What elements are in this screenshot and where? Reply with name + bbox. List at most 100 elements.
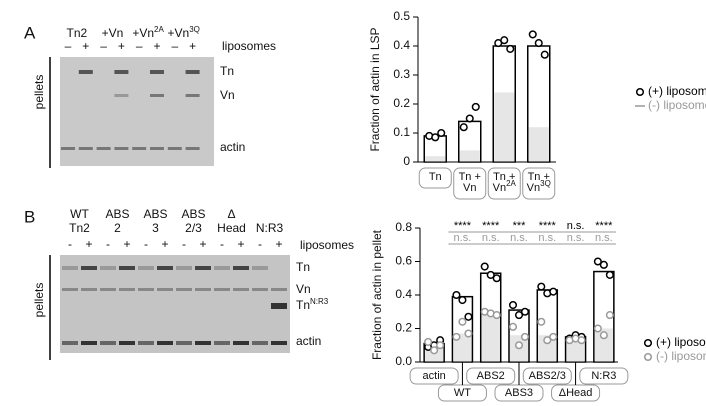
category-box (409, 367, 459, 385)
lane-sign: – (100, 39, 107, 53)
text-part: Tn2 (67, 26, 88, 40)
gel-band (157, 341, 173, 345)
x-tick-label: Tn + (493, 171, 515, 183)
gel-band (185, 147, 200, 150)
gel-band (81, 341, 97, 345)
band-label: TnN:R3 (296, 297, 329, 313)
lane-label: Tn2 (67, 26, 88, 40)
x-tick-label: ΔHead (559, 387, 593, 399)
y-axis-label: Fraction of actin in pellet (370, 229, 384, 360)
lane-label: ABS (105, 207, 129, 221)
lane-label: ABS (181, 207, 205, 221)
category-box (466, 367, 516, 385)
data-point (500, 36, 509, 45)
data-point (528, 30, 537, 39)
x-tick-label: N:R3 (591, 370, 616, 382)
gel-band (233, 288, 249, 291)
legend-marker (635, 87, 645, 97)
y-tick-label: 0.8 (395, 220, 412, 234)
data-point (452, 290, 461, 300)
data-point (605, 270, 614, 279)
gel-band (81, 288, 97, 291)
significance-label: n.s. (482, 232, 500, 244)
text-part: 2A (506, 179, 516, 188)
gel-band (100, 266, 116, 270)
significance-label: **** (595, 220, 613, 232)
gel-band (132, 147, 147, 150)
significance-label: **** (539, 220, 557, 232)
significance-label: **** (454, 220, 472, 232)
gel-band (252, 288, 268, 291)
lane-sign: - (106, 237, 110, 251)
gel-band (81, 266, 97, 270)
band-label: actin (220, 140, 245, 154)
text-part: Vn (296, 282, 311, 296)
lane-sign: – (65, 39, 72, 53)
data-point (549, 287, 558, 296)
data-point (424, 337, 433, 346)
significance-label: n.s. (595, 232, 613, 244)
data-point (492, 311, 501, 320)
data-point (464, 329, 473, 338)
x-tick-label: Tn (429, 171, 442, 183)
lane-sign: - (258, 237, 262, 251)
lane-label: +Vn2A (132, 25, 164, 41)
gel-band (114, 94, 129, 97)
gel-band (138, 341, 154, 345)
lane-sign: - (68, 237, 72, 251)
panel-label: A (24, 23, 36, 42)
text-part: 3Q (189, 25, 200, 34)
category-box (522, 167, 556, 200)
x-tick-label: ABS2/3 (529, 370, 566, 382)
data-point (464, 312, 473, 321)
gel-band (252, 341, 268, 345)
category-box (453, 167, 487, 200)
gel-band (195, 266, 211, 270)
bar (594, 328, 613, 362)
text-part: +Vn (132, 26, 154, 40)
text-part: +Vn (102, 26, 124, 40)
gel-band (214, 288, 230, 291)
lane-label: +Vn3Q (168, 25, 200, 41)
lane-label: Tn2 (69, 221, 90, 235)
data-point (508, 322, 518, 331)
lane-sign: + (153, 39, 160, 53)
side-label: pellets (32, 283, 46, 318)
text-part: Vn (527, 182, 540, 194)
gel-band (271, 288, 287, 291)
gel-band (100, 341, 116, 345)
x-tick-label: WT (454, 387, 471, 399)
bar (425, 156, 446, 162)
gel-band (195, 341, 211, 345)
data-point (458, 295, 467, 305)
category-box (418, 167, 452, 189)
gel-band (62, 266, 78, 270)
lane-label: N:R3 (256, 221, 284, 235)
y-tick-label: 0.0 (395, 354, 412, 368)
condition-label: liposomes (222, 39, 276, 53)
data-point (577, 336, 586, 345)
text-part: +Vn (168, 26, 190, 40)
category-box (487, 167, 521, 200)
lane-sign: + (82, 39, 89, 53)
gel-band (271, 303, 287, 309)
lane-sign: + (199, 237, 206, 251)
bar (566, 338, 585, 362)
data-point (593, 324, 602, 333)
legend-label: (-) liposomes (656, 349, 706, 363)
gel-band (252, 266, 268, 270)
lane-sign: + (237, 237, 244, 251)
data-point (514, 311, 524, 320)
bar (494, 92, 515, 162)
x-tick-label: actin (423, 370, 446, 382)
legend-marker (643, 352, 653, 362)
legend-label: (+) liposomes (656, 335, 706, 349)
gel-band (62, 341, 78, 345)
y-tick-label: 0.3 (393, 67, 410, 81)
gel-band (100, 288, 116, 291)
gel-band (138, 266, 154, 270)
gel-band (150, 70, 164, 74)
data-point (459, 123, 468, 132)
text-part: 3Q (540, 179, 551, 188)
